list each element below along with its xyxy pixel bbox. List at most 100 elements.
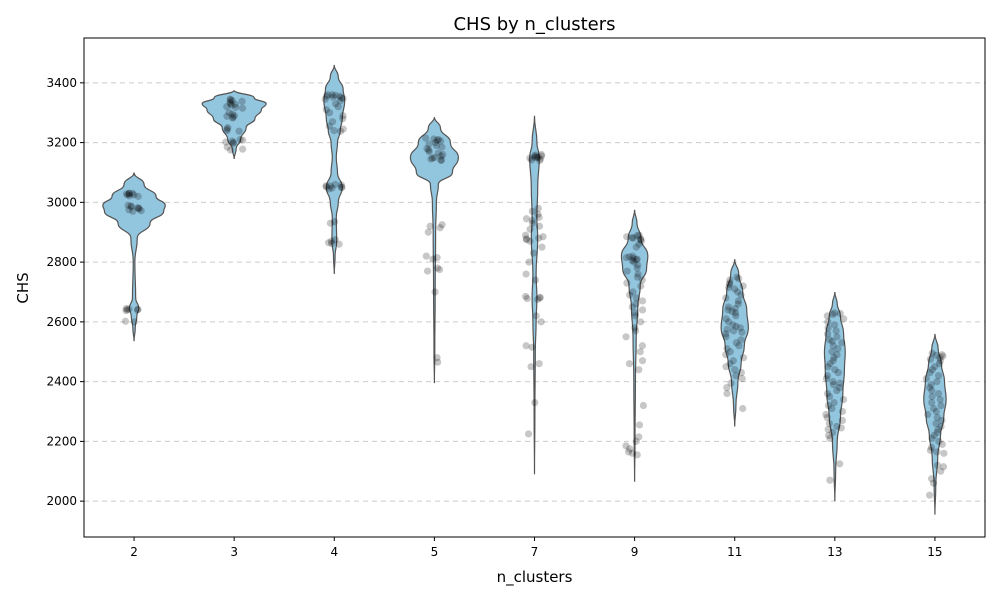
data-point — [723, 345, 731, 353]
data-point — [238, 104, 247, 112]
data-point — [326, 182, 334, 190]
data-point — [335, 92, 344, 100]
data-point — [823, 413, 831, 422]
y-tick-label: 2000 — [46, 494, 77, 508]
data-point — [823, 312, 831, 320]
data-point — [738, 375, 746, 383]
data-point — [525, 258, 533, 266]
violin-body — [409, 117, 459, 384]
data-point — [321, 95, 329, 103]
data-point — [531, 153, 539, 162]
data-point — [623, 279, 631, 287]
data-point — [930, 431, 938, 440]
data-point — [628, 257, 636, 265]
data-point — [335, 240, 343, 248]
data-point — [622, 442, 630, 450]
data-point — [623, 267, 631, 275]
data-point — [432, 141, 441, 150]
y-tick-label: 3000 — [46, 195, 77, 209]
data-point — [331, 91, 339, 99]
x-tick-label: 7 — [531, 545, 539, 559]
x-tick-label: 2 — [130, 545, 138, 559]
x-tick-label: 3 — [230, 545, 238, 559]
data-point — [823, 372, 832, 380]
data-point — [524, 430, 533, 438]
data-point — [830, 309, 839, 317]
data-point — [228, 110, 236, 118]
data-point — [834, 345, 842, 353]
data-point — [838, 339, 846, 347]
data-point — [737, 291, 745, 299]
data-point — [928, 349, 936, 357]
data-point — [437, 156, 445, 165]
data-point — [526, 154, 534, 162]
data-point — [931, 363, 939, 371]
data-point — [725, 283, 733, 292]
data-point — [528, 216, 536, 224]
data-point — [226, 98, 234, 106]
data-point — [123, 306, 131, 314]
data-point — [632, 300, 640, 308]
data-point — [334, 103, 342, 111]
data-point — [339, 115, 347, 123]
data-point — [635, 366, 643, 374]
data-point — [429, 255, 437, 263]
data-point — [830, 398, 838, 407]
data-point — [535, 222, 544, 230]
data-point — [828, 337, 836, 345]
data-point — [822, 410, 830, 419]
data-point — [629, 288, 637, 296]
data-point — [324, 239, 333, 247]
data-point — [633, 451, 641, 459]
data-point — [936, 357, 944, 365]
data-point — [734, 300, 742, 308]
data-point — [538, 243, 546, 251]
y-tick-label: 3200 — [46, 136, 77, 150]
data-point — [325, 122, 333, 130]
data-point — [826, 360, 834, 368]
data-point — [937, 401, 945, 410]
data-point — [435, 265, 444, 274]
data-point — [934, 372, 943, 380]
data-point — [723, 389, 731, 398]
data-point — [723, 383, 731, 392]
data-point — [932, 419, 940, 428]
data-point — [935, 437, 943, 445]
data-point — [938, 416, 946, 425]
violin-body — [529, 115, 540, 475]
data-point — [526, 225, 534, 233]
data-point — [734, 297, 743, 305]
data-point — [229, 114, 237, 122]
data-point — [833, 422, 841, 431]
data-point — [824, 330, 832, 338]
data-point — [326, 219, 334, 227]
data-point — [239, 145, 247, 153]
data-point — [438, 221, 446, 229]
data-point — [536, 156, 544, 165]
data-point — [728, 307, 736, 316]
data-point — [527, 363, 535, 371]
data-point — [629, 234, 637, 242]
data-point — [628, 234, 636, 242]
data-point — [433, 354, 441, 362]
violin-body — [720, 259, 749, 427]
data-point — [739, 354, 748, 362]
data-point — [722, 294, 730, 302]
data-point — [825, 431, 833, 440]
data-point — [433, 136, 441, 144]
data-point — [722, 330, 730, 338]
data-point — [731, 309, 740, 317]
data-point — [328, 91, 336, 99]
data-point — [934, 389, 943, 398]
data-point — [330, 127, 338, 135]
data-point — [426, 222, 434, 230]
data-point — [134, 204, 142, 212]
data-point — [528, 156, 536, 164]
data-point — [739, 282, 747, 290]
data-point — [732, 322, 740, 330]
data-point — [638, 306, 647, 314]
data-point — [633, 232, 641, 240]
data-point — [339, 125, 347, 133]
data-point — [223, 125, 231, 133]
data-point — [830, 321, 839, 329]
